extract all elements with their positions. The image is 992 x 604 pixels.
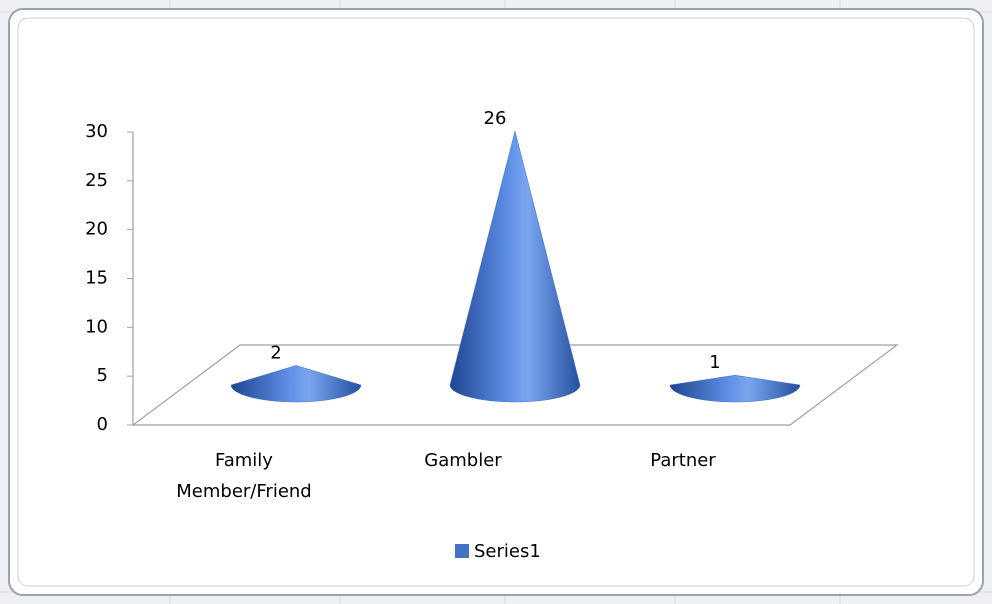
cone xyxy=(449,131,581,403)
y-tick-label: 20 xyxy=(85,219,108,240)
legend-swatch xyxy=(455,544,469,558)
floor xyxy=(131,344,899,426)
x-tick-label: Partner xyxy=(650,450,716,471)
y-tick-label: 10 xyxy=(85,316,108,337)
x-tick-label: Gambler xyxy=(424,450,502,471)
y-tick-label: 15 xyxy=(85,268,108,289)
cone xyxy=(669,374,801,403)
y-tick-label: 25 xyxy=(85,170,108,191)
y-tick-label: 30 xyxy=(85,121,108,142)
data-label: 1 xyxy=(709,352,720,373)
data-label: 2 xyxy=(270,342,281,363)
y-tick-label: 5 xyxy=(97,365,108,386)
data-label: 26 xyxy=(484,108,507,129)
x-tick-label: Family Member/Friend xyxy=(176,450,312,502)
legend-label: Series1 xyxy=(474,541,541,562)
cone xyxy=(230,365,362,403)
y-tick-label: 0 xyxy=(97,414,108,435)
